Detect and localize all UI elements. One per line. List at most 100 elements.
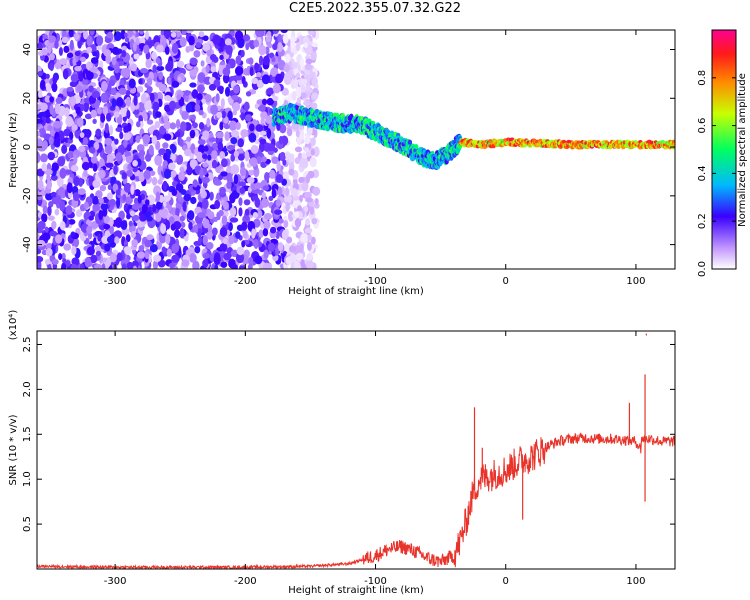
spectrogram-cell [211,150,218,160]
spectrogram-cell [672,142,675,147]
spectrogram-cell [255,124,264,132]
spectrogram-cell [102,215,110,224]
spectrogram-cell [140,67,149,74]
spectrogram-cell [205,64,210,73]
spectrogram-cell [307,30,315,36]
spectrogram-cell [298,176,305,184]
spectrogram-cell [295,252,304,262]
spectrogram-cell [57,156,66,167]
spectrogram-cell [37,226,43,234]
spectrogram-cell [305,218,311,226]
spectrogram-cell [153,254,162,263]
spectrogram-cell [171,188,178,197]
spectrogram-cell [313,146,320,158]
spectrogram-cell [234,66,244,76]
spectrogram-cell [198,122,205,130]
spectrogram-cell [283,171,290,182]
spectrogram-cell [288,116,294,122]
spectrogram-cell [155,212,162,223]
spectrogram-y-tick-label: -20 [22,188,33,204]
spectrogram-cell [76,85,83,93]
spectrogram-cell [45,247,53,257]
spectrogram-cell [226,181,232,190]
spectrogram-cell [61,262,67,269]
spectrogram-cell [83,102,89,113]
spectrogram-cell [72,57,77,66]
spectrogram-cell [293,260,300,269]
spectrogram-cell [70,263,78,269]
spectrogram-cell [286,128,293,137]
spectrogram-cell [247,263,253,269]
spectrogram-cell [265,115,273,125]
spectrogram-cell [67,150,75,159]
spectrogram-cell [206,229,213,240]
spectrogram-cell [259,138,267,145]
spectrogram-cell [170,223,176,231]
spectrogram-cell [211,227,218,236]
spectrogram-cell [48,35,57,43]
spectrogram-cell [235,121,241,131]
spectrogram-cell [228,235,235,245]
spectrogram-cell [51,82,58,93]
spectrogram-cell [79,263,85,269]
spectrogram-cell [235,252,245,264]
spectrogram-x-tick-label: 0 [503,276,509,287]
spectrogram-cell [152,203,157,213]
spectrogram-cell [78,145,86,153]
spectrogram-cell [121,263,127,269]
snr-y-tick-label: 2.5 [22,337,33,353]
spectrogram-cell [291,91,297,101]
spectrogram-cell [305,58,313,65]
spectrogram-cell [261,192,267,199]
snr-spikes [473,333,647,520]
spectrogram-cell [93,141,100,151]
spectrogram-cell [187,210,195,221]
spectrogram-cell [251,77,259,85]
spectrogram-cell [226,172,233,183]
spectrogram-cell [189,82,197,88]
spectrogram-cell [59,58,68,66]
spectrogram-cell [191,122,198,129]
spectrogram-cell [256,72,262,78]
spectrogram-cell [234,74,243,81]
spectrogram-cell [54,208,60,216]
spectrogram-cell [146,119,154,125]
spectrogram-cell [246,176,255,184]
spectrogram-cell [132,42,137,52]
spectrogram-cell [214,199,221,210]
spectrogram-cell [163,168,171,180]
spectrogram-cell [233,174,239,185]
spectrogram-cell [242,230,248,239]
spectrogram-cell [123,125,129,134]
spectrogram-cell [163,115,169,124]
spectrogram-cell [200,60,205,67]
spectrogram-cell [39,102,48,112]
snr-x-ticks: -300 -200 -100 0 100 [104,331,645,587]
spectrogram-cell [224,131,230,141]
spectrogram-cell [85,129,91,139]
spectrogram-cell [263,213,273,220]
spectrogram-cell [132,160,138,167]
spectrogram-cell [70,96,77,106]
spectrogram-cell [196,93,203,101]
spectrogram-cell [144,251,150,260]
spectrogram-cell [148,144,154,156]
spectrogram-cell [37,211,43,219]
spectrogram-cell [138,245,145,252]
spectrogram-cell [54,234,63,244]
spectrogram-cell [265,46,270,55]
spectrogram-cell [61,144,68,154]
spectrogram-cell [278,135,284,145]
spectrogram-cell [223,252,231,261]
spectrogram-cell [42,34,48,40]
spectrogram-cell [168,262,176,269]
spectrogram-cell [230,137,238,145]
spectrogram-cell [104,144,113,155]
spectrogram-cell [271,188,277,199]
spectrogram-cell [99,184,107,192]
spectrogram-cell [83,201,89,209]
spectrogram-cell [58,46,63,56]
spectrogram-cell [146,77,153,86]
spectrogram-cell [225,45,233,55]
spectrogram-cell [70,164,79,172]
